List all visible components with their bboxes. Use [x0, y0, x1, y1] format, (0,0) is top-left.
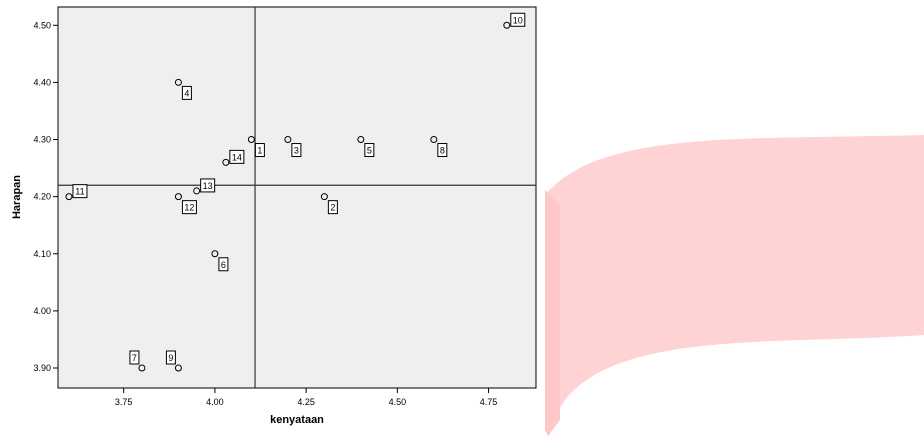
point-label-box [200, 178, 216, 193]
data-point-3: 3 [284, 136, 302, 158]
y-tick-label: 4.00 [33, 306, 51, 316]
point-label-box [510, 12, 526, 27]
data-point-4: 4 [174, 78, 192, 100]
decorative-ribbon [545, 135, 924, 430]
point-label: 7 [132, 353, 137, 363]
point-label: 11 [75, 187, 84, 197]
y-tick-label: 4.50 [33, 20, 51, 30]
decorative-ribbon-fold [545, 190, 560, 436]
x-axis-title: kenyataan [270, 414, 324, 426]
x-axis-ticks: 3.75 4.00 4.25 4.50 4.75 [115, 388, 497, 407]
y-tick-label: 4.40 [33, 77, 51, 87]
x-tick-label: 4.50 [389, 397, 407, 407]
y-tick-label: 4.10 [33, 249, 51, 259]
point-label: 12 [184, 203, 194, 213]
point-label: 10 [513, 15, 523, 25]
point-label-box [254, 143, 265, 158]
point-marker [138, 364, 146, 372]
y-tick-label: 3.90 [33, 363, 51, 373]
point-label-box [165, 350, 176, 365]
x-tick-label: 4.25 [297, 397, 315, 407]
y-tick-label: 4.30 [33, 135, 51, 145]
x-tick-label: 4.00 [206, 397, 224, 407]
point-marker [211, 250, 219, 258]
data-point-12: 12 [174, 193, 197, 215]
point-label: 4 [184, 88, 189, 98]
point-label: 5 [367, 146, 372, 156]
point-marker [320, 193, 328, 201]
point-marker [503, 21, 511, 29]
point-marker [174, 78, 182, 86]
data-point-8: 8 [430, 136, 448, 158]
point-marker [65, 193, 73, 201]
point-marker [247, 136, 255, 144]
x-tick-label: 3.75 [115, 397, 133, 407]
point-label: 9 [168, 353, 173, 363]
point-label: 14 [232, 152, 242, 162]
y-axis-ticks: 3.90 4.00 4.10 4.20 4.30 4.40 4.50 [33, 20, 58, 373]
point-marker [222, 158, 230, 166]
point-label: 6 [221, 260, 226, 270]
point-marker [357, 136, 365, 144]
data-point-6: 6 [211, 250, 229, 272]
point-label: 1 [257, 146, 262, 156]
x-tick-label: 4.75 [480, 397, 498, 407]
data-point-1: 1 [247, 136, 265, 158]
point-label-box [364, 143, 375, 158]
data-point-13: 13 [193, 178, 216, 195]
data-point-10: 10 [503, 12, 526, 29]
data-point-14: 14 [222, 149, 245, 166]
y-axis-title: Harapan [11, 175, 23, 219]
point-marker [284, 136, 292, 144]
point-marker [193, 187, 201, 195]
point-label: 2 [330, 203, 335, 213]
point-label-box [291, 143, 302, 158]
point-label: 3 [294, 146, 299, 156]
point-marker [430, 136, 438, 144]
data-point-2: 2 [320, 193, 338, 215]
point-label-box [181, 200, 197, 215]
y-tick-label: 4.20 [33, 192, 51, 202]
plot-area [57, 6, 537, 389]
point-label-box [218, 257, 229, 272]
point-label-box [437, 143, 448, 158]
point-label: 8 [440, 146, 445, 156]
point-label-box [72, 184, 88, 199]
data-point-11: 11 [65, 184, 88, 201]
data-point-5: 5 [357, 136, 375, 158]
data-point-7: 7 [129, 350, 146, 372]
reference-lines [58, 7, 536, 388]
point-marker [174, 364, 182, 372]
point-marker [174, 193, 182, 201]
point-label-box [327, 200, 338, 215]
point-label: 13 [203, 181, 213, 191]
point-label-box [181, 85, 192, 100]
data-point-9: 9 [165, 350, 182, 372]
point-label-box [129, 350, 140, 365]
point-label-box [229, 149, 245, 164]
